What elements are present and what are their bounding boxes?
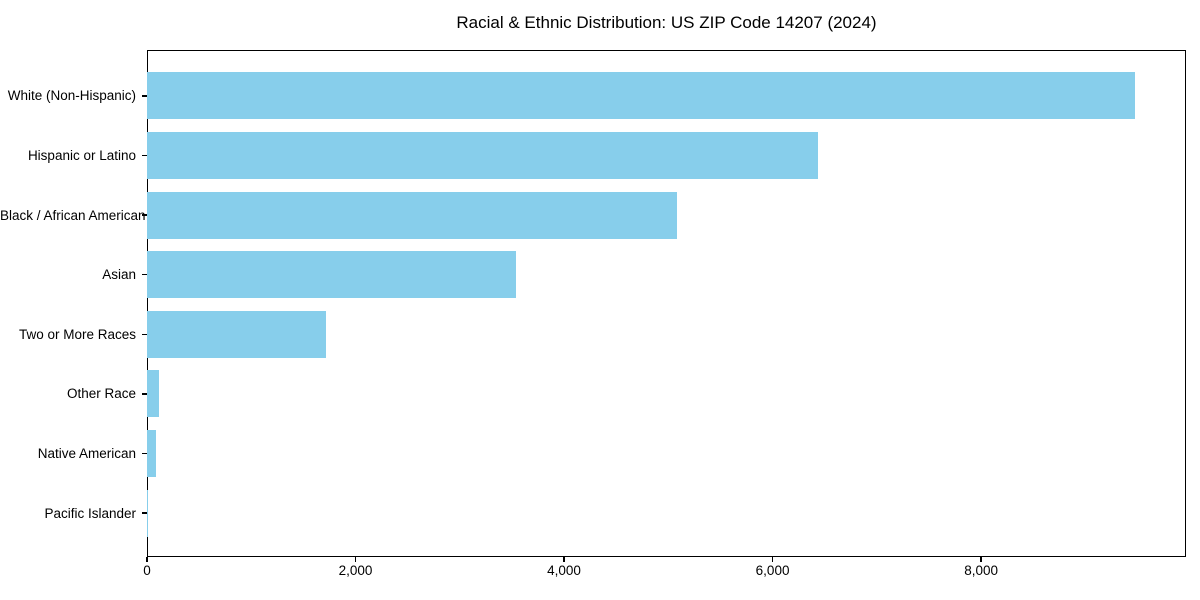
bar-row: Two or More Races (0, 305, 1186, 365)
y-tick-mark (142, 95, 147, 97)
bar-native-american (147, 430, 156, 478)
x-tick-mark (771, 557, 774, 562)
bar-track (147, 483, 1186, 543)
bar-row: Pacific Islander (0, 483, 1186, 543)
y-axis-category-label: Two or More Races (18, 326, 136, 342)
bar-track (147, 66, 1186, 126)
y-tick-mark (142, 273, 147, 276)
y-axis-category-label: Black / African American (0, 207, 146, 223)
x-tick-label: 4,000 (547, 563, 581, 578)
bar-asian (147, 251, 517, 299)
y-tick-mark (142, 333, 147, 336)
bar-row: White (Non-Hispanic) (0, 66, 1186, 126)
bar-black-african-american (147, 191, 677, 239)
x-tick-label: 0 (143, 563, 151, 578)
bar-rows: White (Non-Hispanic) Hispanic or Latino Bl… (0, 50, 1186, 557)
bar-row: Native American (0, 424, 1186, 484)
bar-pacific-islander (147, 489, 149, 537)
x-tick-mark (146, 557, 148, 562)
bar-row: Hispanic or Latino (0, 126, 1186, 186)
x-tick-mark (980, 557, 982, 562)
bar-other-race (147, 370, 159, 418)
chart-title: Racial & Ethnic Distribution: US ZIP Cod… (456, 13, 877, 32)
y-tick-mark (142, 452, 147, 455)
x-tick-label: 2,000 (338, 563, 373, 578)
bar-track (147, 364, 1186, 424)
y-axis-category-label: Native American (37, 446, 136, 462)
y-axis-category-label: Pacific Islander (44, 505, 136, 521)
x-tick-mark (563, 557, 565, 562)
bar-track (147, 245, 1186, 305)
bar-track (147, 185, 1186, 245)
bar-white-non-hispanic (147, 72, 1136, 120)
x-tick-mark (354, 557, 357, 562)
bar-track (147, 126, 1186, 186)
bar-two-or-more-races (147, 310, 327, 358)
y-axis-category-label: Hispanic or Latino (27, 147, 136, 163)
y-axis-category-label: Other Race (66, 386, 136, 402)
bar-row: Other Race (0, 364, 1186, 424)
bar-row: Black / African American (0, 185, 1186, 245)
y-tick-mark (142, 154, 147, 157)
y-tick-mark (142, 214, 147, 216)
y-tick-mark (142, 393, 147, 395)
bar-track (147, 424, 1186, 484)
y-axis-category-label: White (Non-Hispanic) (7, 88, 136, 104)
x-tick-label: 8,000 (964, 563, 998, 578)
bar-row: Asian (0, 245, 1186, 305)
x-tick-label: 6,000 (755, 563, 790, 578)
bar-track (147, 305, 1186, 365)
y-axis-category-label: Asian (102, 267, 136, 283)
bar-hispanic-or-latino (147, 131, 819, 179)
y-tick-mark (142, 512, 147, 514)
